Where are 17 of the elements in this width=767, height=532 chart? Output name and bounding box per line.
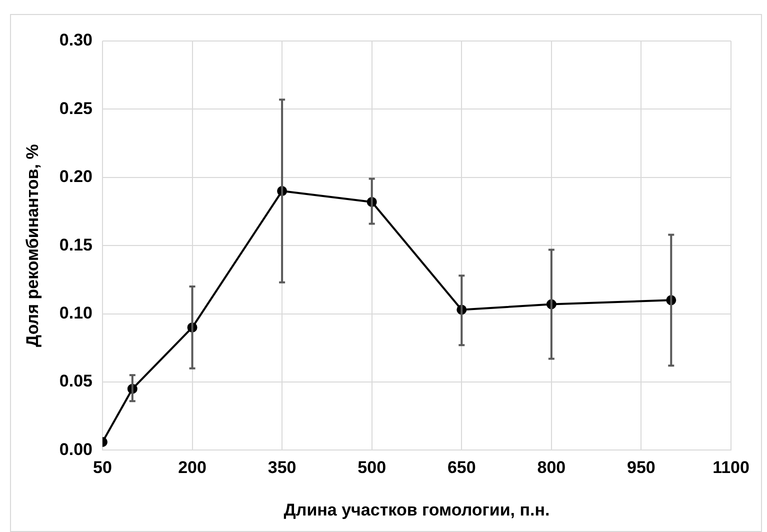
x-tick-label: 200	[178, 458, 206, 478]
y-axis-title: Доля рекомбинантов, %	[22, 144, 42, 347]
y-tick-label: 0.20	[59, 167, 92, 186]
x-tick-label: 1100	[712, 458, 750, 478]
y-tick-label: 0.10	[59, 303, 92, 322]
y-tick-label: 0.05	[59, 372, 92, 391]
x-tick-label: 950	[627, 458, 656, 478]
x-tick-label: 800	[537, 458, 566, 478]
y-tick-label: 0.15	[59, 235, 92, 254]
x-tick-label: 500	[358, 458, 386, 478]
y-tick-label: 0.00	[59, 440, 92, 459]
y-tick-label: 0.30	[59, 30, 92, 50]
x-tick-label: 50	[93, 458, 112, 478]
x-axis-title: Длина участков гомологии, п.н.	[284, 500, 550, 520]
y-tick-label: 0.25	[59, 98, 92, 118]
x-tick-label: 350	[268, 458, 296, 478]
x-tick-label: 650	[447, 458, 476, 478]
